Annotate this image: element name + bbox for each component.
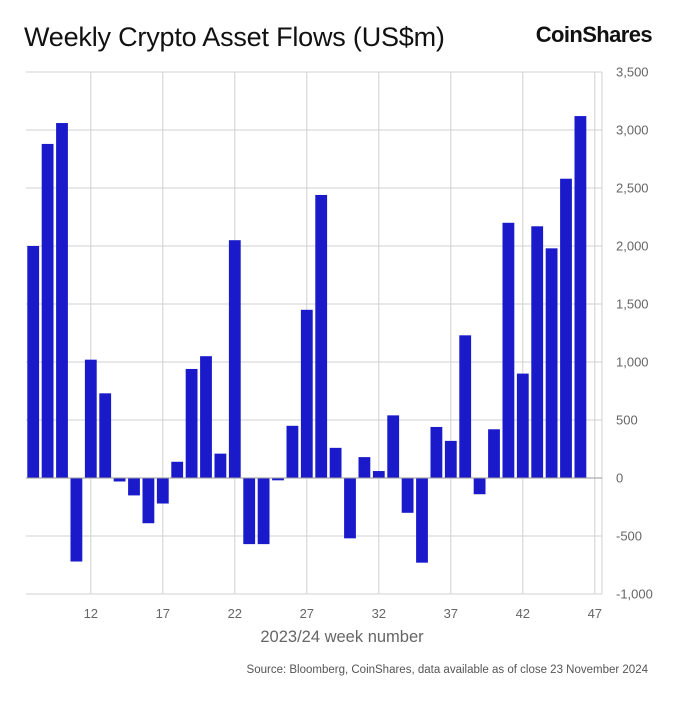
y-tick-label: 1,500 bbox=[616, 297, 649, 312]
bar bbox=[545, 248, 558, 478]
bar bbox=[27, 246, 40, 478]
y-tick-label: -1,000 bbox=[616, 587, 653, 602]
bar bbox=[243, 478, 256, 545]
bar bbox=[171, 461, 184, 478]
bar bbox=[416, 478, 428, 563]
bar bbox=[286, 425, 299, 478]
bar bbox=[70, 478, 83, 562]
x-tick-label: 27 bbox=[300, 606, 314, 621]
bar bbox=[113, 478, 126, 482]
bar bbox=[257, 478, 270, 545]
y-tick-label: 3,000 bbox=[616, 123, 649, 138]
y-tick-label: 1,000 bbox=[616, 355, 649, 370]
bar bbox=[200, 356, 212, 478]
y-tick-label: 2,000 bbox=[616, 239, 649, 254]
bar bbox=[516, 373, 529, 478]
bar bbox=[329, 447, 342, 478]
bar bbox=[142, 478, 155, 524]
x-tick-label: 12 bbox=[84, 606, 98, 621]
bar bbox=[41, 143, 54, 479]
x-tick-labels: 12 17 22 27 32 37 42 47 bbox=[84, 606, 602, 621]
x-tick-label: 42 bbox=[516, 606, 530, 621]
bar bbox=[387, 415, 400, 478]
bar bbox=[56, 123, 68, 478]
bar bbox=[84, 359, 97, 478]
y-tick-label: 2,500 bbox=[616, 181, 649, 196]
brand-logo: CoinShares bbox=[535, 22, 653, 47]
bar bbox=[401, 478, 414, 513]
bar bbox=[430, 426, 443, 478]
bar bbox=[156, 478, 169, 504]
y-tick-label: 3,500 bbox=[616, 65, 649, 80]
bar bbox=[315, 194, 328, 478]
chart-title: Weekly Crypto Asset Flows (US$m) bbox=[24, 22, 445, 52]
y-tick-labels: 3,500 3,000 2,500 2,000 1,500 1,000 500 0 -500 -1… bbox=[616, 65, 653, 602]
bars bbox=[27, 116, 587, 563]
vertical-gridlines bbox=[90, 72, 603, 594]
horizontal-gridlines bbox=[26, 71, 602, 595]
source-note: Source: Bloomberg, CoinShares, data avai… bbox=[246, 664, 648, 676]
bar bbox=[99, 393, 112, 478]
bar bbox=[372, 471, 385, 478]
bar bbox=[531, 226, 544, 478]
x-tick-label: 47 bbox=[588, 606, 602, 621]
bar bbox=[560, 178, 572, 478]
bar bbox=[214, 453, 227, 478]
bar bbox=[459, 335, 472, 478]
x-tick-label: 32 bbox=[372, 606, 386, 621]
bar bbox=[185, 368, 198, 478]
bar bbox=[358, 457, 371, 478]
x-tick-label: 17 bbox=[156, 606, 170, 621]
bar bbox=[574, 116, 587, 478]
y-tick-label: 0 bbox=[616, 471, 623, 486]
x-tick-label: 37 bbox=[444, 606, 458, 621]
bar bbox=[128, 478, 140, 496]
bar bbox=[473, 478, 486, 495]
x-axis-label: 2023/24 week number bbox=[260, 628, 424, 646]
bar bbox=[502, 222, 515, 478]
y-tick-label: 500 bbox=[616, 413, 638, 428]
x-tick-label: 22 bbox=[228, 606, 242, 621]
bar bbox=[272, 478, 284, 481]
bar bbox=[488, 429, 500, 478]
bar bbox=[228, 240, 241, 478]
bar bbox=[444, 440, 457, 478]
y-tick-label: -500 bbox=[616, 529, 642, 544]
bar bbox=[344, 478, 356, 539]
bar bbox=[300, 309, 313, 478]
